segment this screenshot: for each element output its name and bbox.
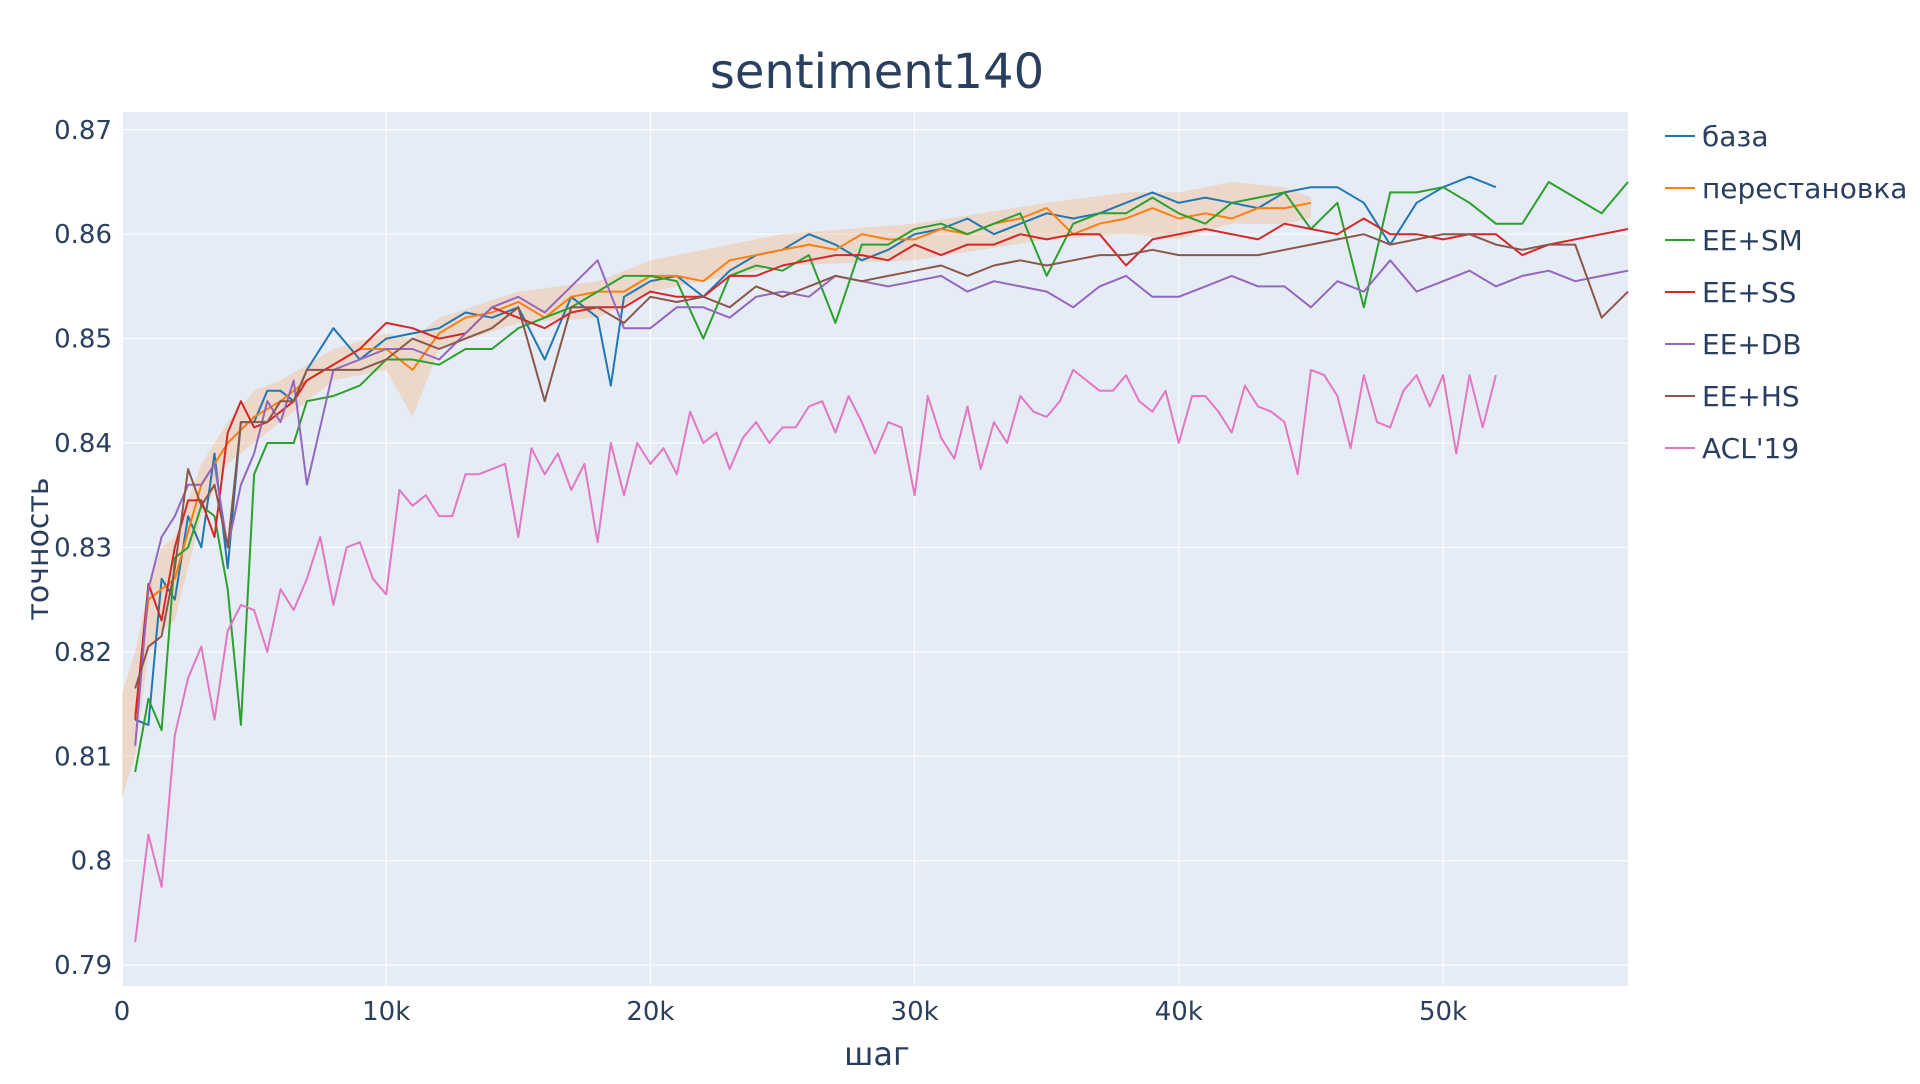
confidence-band: [122, 182, 1311, 798]
legend-label: EE+HS: [1702, 380, 1800, 413]
legend-item-3[interactable]: EE+SS: [1665, 276, 1796, 309]
legend-item-5[interactable]: EE+HS: [1665, 380, 1800, 413]
y-axis-label: точность: [21, 477, 56, 620]
legend-label: база: [1702, 120, 1768, 153]
x-tick-label: 30k: [891, 997, 939, 1027]
legend-label: перестановка: [1702, 172, 1907, 205]
series-line-6[interactable]: [134, 368, 1497, 943]
series-lines: [134, 175, 1629, 943]
x-axis-ticks: 0 10k 20k 30k 40k 50k: [114, 997, 1467, 1027]
y-tick-label: 0.83: [54, 533, 112, 563]
legend-label: EE+SS: [1702, 276, 1796, 309]
x-tick-label: 0: [114, 997, 131, 1027]
series-line-0[interactable]: [134, 175, 1497, 726]
x-tick-label: 40k: [1155, 997, 1203, 1027]
legend-label: ACL'19: [1702, 432, 1799, 465]
y-tick-label: 0.87: [54, 116, 112, 146]
y-tick-label: 0.79: [54, 951, 112, 981]
x-tick-label: 10k: [362, 997, 410, 1027]
y-axis-ticks: 0.79 0.8 0.81 0.82 0.83 0.84 0.85 0.86 0.87: [54, 116, 112, 981]
y-tick-label: 0.84: [54, 429, 112, 459]
x-tick-label: 20k: [626, 997, 674, 1027]
band-perestanovka: [122, 182, 1311, 798]
x-tick-label: 50k: [1419, 997, 1467, 1027]
y-tick-label: 0.82: [54, 638, 112, 668]
legend-label: EE+SM: [1702, 224, 1803, 257]
y-tick-label: 0.86: [54, 220, 112, 250]
series-line-1[interactable]: [134, 201, 1312, 715]
series-line-5[interactable]: [134, 233, 1629, 689]
grid: [121, 112, 1628, 986]
legend-item-6[interactable]: ACL'19: [1665, 432, 1799, 465]
legend-item-2[interactable]: EE+SM: [1665, 224, 1803, 257]
chart-title: sentiment140: [710, 44, 1044, 100]
legend-label: EE+DB: [1702, 328, 1802, 361]
legend-item-1[interactable]: перестановка: [1665, 172, 1907, 205]
series-line-3[interactable]: [134, 217, 1629, 720]
legend-item-4[interactable]: EE+DB: [1665, 328, 1802, 361]
x-axis-label: шаг: [844, 1035, 910, 1073]
y-tick-label: 0.85: [54, 325, 112, 355]
y-tick-label: 0.8: [71, 847, 112, 877]
legend-item-0[interactable]: база: [1665, 120, 1768, 153]
legend[interactable]: база перестановка EE+SM EE+SS EE+DB EE+HS ACL'…: [1665, 120, 1907, 465]
y-tick-label: 0.81: [54, 742, 112, 772]
